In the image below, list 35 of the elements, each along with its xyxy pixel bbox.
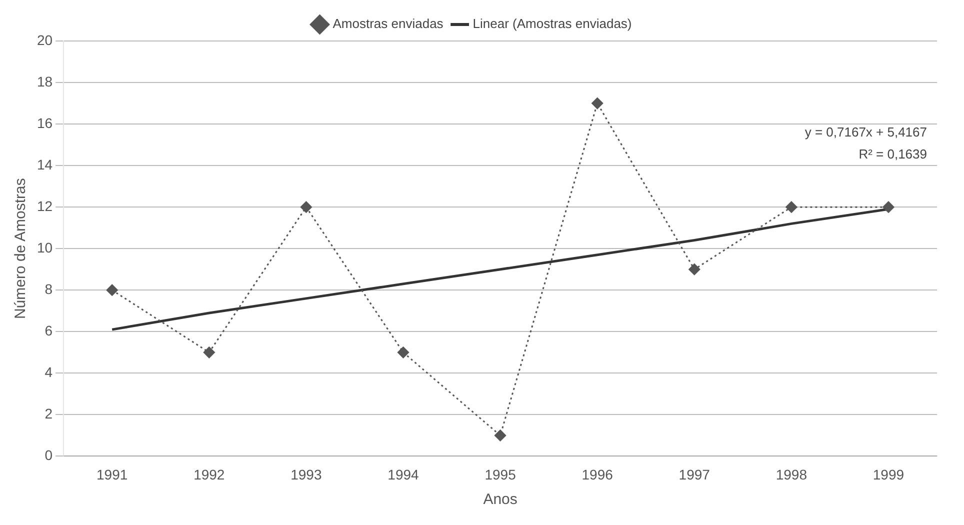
legend-label: Linear (Amostras enviadas) (472, 16, 632, 32)
y-tick-label: 10 (36, 239, 53, 256)
y-tick-label: 18 (36, 73, 53, 90)
point (688, 264, 700, 276)
point (203, 346, 215, 358)
x-tick-label: 1999 (872, 466, 904, 482)
x-tick-label: 1997 (678, 466, 710, 482)
y-tick-label: 4 (44, 364, 53, 380)
x-tick-label: 1993 (290, 466, 322, 482)
y-axis-title: Número de Amostras (12, 178, 30, 320)
point (882, 201, 894, 213)
y-tick-label: 0 (44, 447, 53, 464)
x-tick-label: 1991 (96, 466, 128, 482)
x-tick-label: 1998 (776, 466, 808, 482)
y-tick-label: 6 (44, 322, 53, 338)
annotation: R² = 0,1639 (858, 146, 927, 162)
y-tick-label: 20 (36, 32, 53, 48)
legend-label: Amostras enviadas (332, 16, 444, 32)
y-tick-label: 16 (36, 114, 53, 131)
y-tick-label: 2 (44, 406, 53, 422)
point (106, 284, 118, 296)
point (494, 430, 506, 442)
y-tick-label: 14 (36, 156, 53, 172)
x-tick-label: 1995 (484, 466, 516, 482)
point (300, 201, 312, 213)
y-tick-label: 12 (36, 198, 53, 214)
y-tick-label: 8 (44, 280, 53, 297)
x-tick-label: 1996 (582, 466, 614, 482)
x-tick-label: 1994 (388, 466, 420, 482)
point (786, 201, 798, 213)
x-axis-title: Anos (483, 491, 518, 508)
annotation: y = 0,7167x + 5,4167 (804, 124, 927, 140)
point (592, 98, 604, 110)
x-tick-label: 1992 (194, 466, 225, 482)
point (397, 346, 409, 358)
